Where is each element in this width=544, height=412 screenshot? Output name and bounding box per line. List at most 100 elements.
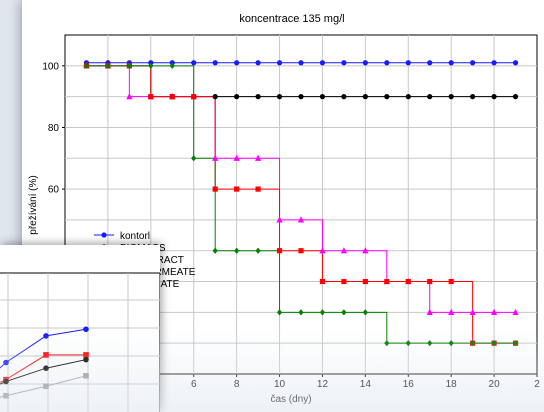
data-point: [298, 60, 304, 66]
data-point: [470, 60, 476, 66]
series-markers: [83, 60, 519, 347]
inset-data-point: [43, 333, 49, 339]
x-tick-label: 20: [489, 379, 501, 390]
data-point: [255, 186, 261, 192]
data-point: [319, 278, 326, 285]
data-point: [298, 94, 304, 100]
data-point: [491, 60, 497, 66]
data-point: [470, 94, 476, 100]
data-point: [212, 186, 218, 192]
data-point: [448, 278, 454, 285]
data-point: [276, 216, 283, 223]
data-point: [126, 93, 133, 100]
x-tick-label: 8: [234, 379, 240, 390]
data-point: [319, 247, 326, 254]
inset-data-point: [83, 356, 89, 363]
x-axis-label: čas (dny): [270, 394, 311, 405]
x-tick-label: 12: [317, 379, 329, 390]
x-tick-label: 16: [403, 379, 415, 390]
inset-data-point: [3, 359, 9, 366]
data-point: [105, 62, 111, 69]
y-tick-label: 60: [48, 185, 60, 196]
data-point: [298, 309, 304, 316]
data-point: [469, 308, 476, 315]
data-point: [254, 154, 262, 161]
data-point: [319, 309, 326, 316]
data-point: [255, 60, 261, 66]
y-tick-label: 100: [42, 61, 59, 72]
x-tick-label: 18: [446, 379, 458, 390]
data-point: [512, 60, 519, 66]
data-point: [341, 94, 347, 100]
data-point: [448, 60, 454, 66]
data-point: [405, 94, 411, 100]
data-point: [362, 60, 368, 66]
data-point: [276, 60, 283, 66]
inset-chart-card: [0, 245, 160, 412]
data-point: [341, 278, 347, 285]
inset-data-point: [83, 373, 89, 379]
legend-marker: [101, 232, 107, 238]
data-point: [490, 308, 498, 315]
data-point: [276, 94, 283, 100]
data-point: [512, 308, 519, 315]
data-point: [234, 247, 240, 254]
data-point: [169, 94, 175, 100]
data-point: [384, 278, 390, 285]
data-point: [448, 94, 454, 100]
data-point: [148, 94, 154, 100]
data-point: [234, 60, 240, 66]
inset-data-point: [3, 378, 9, 385]
x-tick-label: 6: [191, 379, 197, 390]
data-point: [340, 247, 348, 254]
x-tick-label: 10: [274, 379, 286, 390]
data-point: [234, 94, 240, 100]
y-tick-label: 80: [48, 123, 60, 134]
data-point: [234, 186, 240, 192]
data-point: [212, 154, 219, 161]
data-point: [255, 94, 261, 100]
inset-chart: [0, 272, 160, 412]
data-point: [491, 94, 497, 100]
data-point: [341, 60, 347, 66]
data-point: [362, 247, 369, 254]
data-point: [298, 248, 304, 254]
inset-data-point: [83, 326, 89, 333]
inset-data-point: [43, 365, 49, 371]
data-point: [191, 94, 197, 100]
data-point: [427, 94, 433, 100]
data-point: [212, 94, 218, 100]
data-point: [276, 309, 283, 316]
inset-data-point: [3, 392, 9, 399]
data-point: [362, 309, 368, 316]
inset-data-point: [43, 383, 49, 390]
data-point: [297, 216, 305, 223]
data-point: [384, 94, 390, 100]
inset-data-point: [43, 352, 49, 358]
data-point: [384, 60, 390, 66]
legend-label: kontorl: [120, 231, 150, 242]
data-point: [319, 60, 326, 66]
data-point: [233, 154, 240, 161]
data-point: [191, 60, 197, 66]
series-line: [86, 65, 516, 344]
data-point: [448, 308, 455, 315]
data-point: [405, 278, 411, 285]
x-tick-label: 2: [534, 379, 540, 390]
data-point: [276, 248, 283, 254]
chart-title: koncentrace 135 mg/l: [239, 13, 344, 25]
data-point: [148, 62, 154, 69]
data-point: [362, 278, 368, 285]
data-point: [191, 155, 197, 162]
data-point: [362, 94, 368, 100]
x-tick-label: 14: [360, 379, 372, 390]
data-point: [427, 60, 433, 66]
data-point: [427, 278, 433, 285]
data-point: [212, 247, 218, 254]
data-point: [341, 309, 347, 316]
data-point: [512, 94, 519, 100]
data-point: [169, 62, 175, 69]
y-axis-label: přežívání (%): [28, 175, 39, 234]
data-point: [405, 60, 411, 66]
data-point: [426, 308, 433, 315]
